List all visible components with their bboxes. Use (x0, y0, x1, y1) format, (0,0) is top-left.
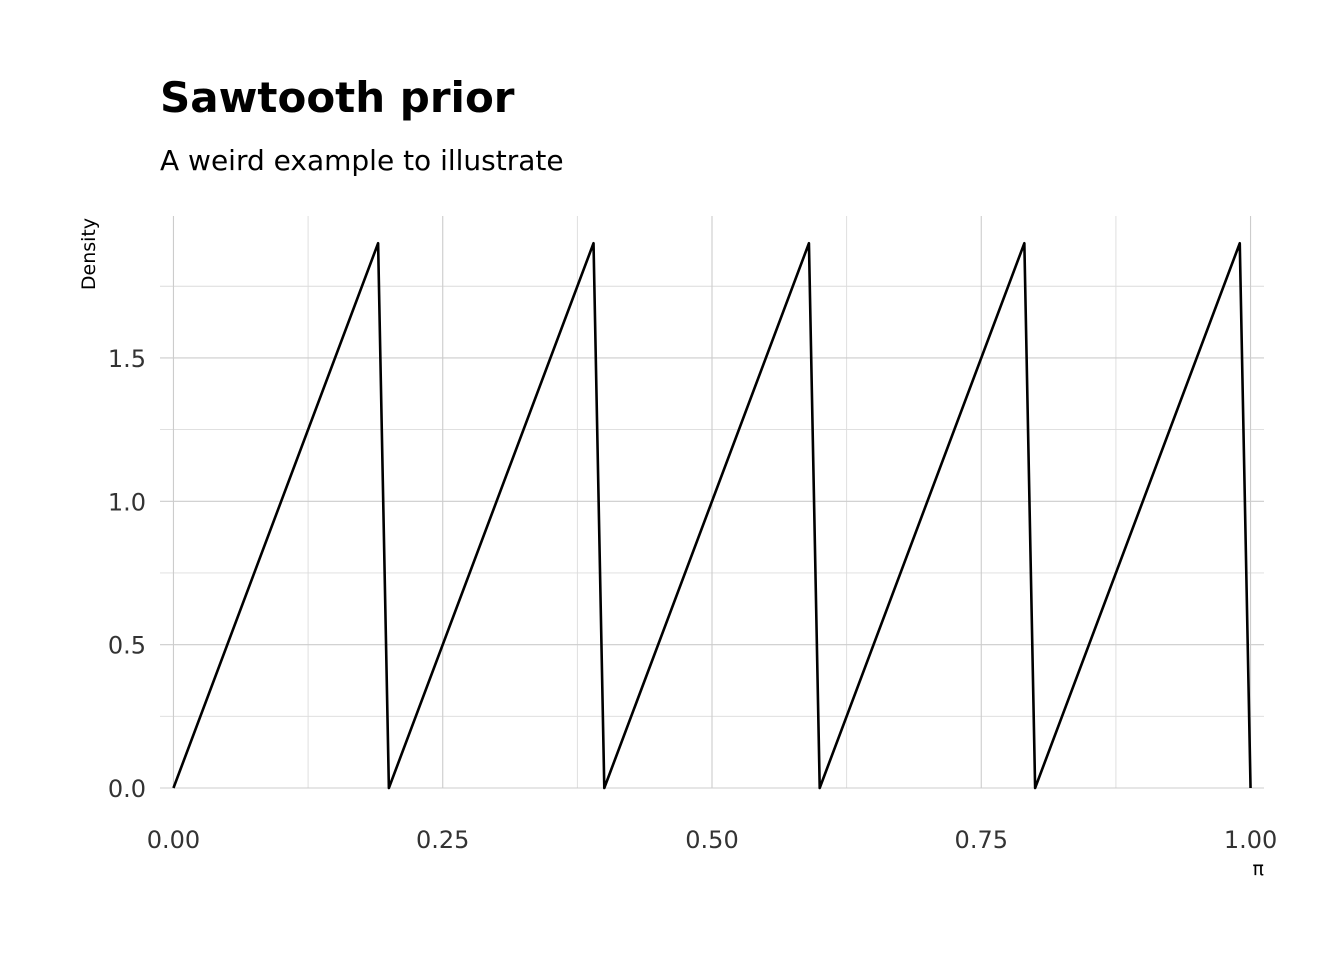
x-axis-ticks: 0.00 0.25 0.50 0.75 1.00 (147, 826, 1278, 854)
y-tick-label: 0.5 (108, 632, 146, 660)
x-tick-label: 0.50 (685, 826, 738, 854)
y-axis-label: Density (78, 218, 100, 290)
chart-title: Sawtooth prior (160, 73, 515, 122)
major-gridlines (160, 216, 1264, 789)
y-axis-ticks: 0.0 0.5 1.0 1.5 (108, 345, 146, 803)
y-tick-label: 0.0 (108, 775, 146, 803)
y-tick-label: 1.5 (108, 345, 146, 373)
x-tick-label: 1.00 (1224, 826, 1277, 854)
x-tick-label: 0.75 (955, 826, 1008, 854)
x-tick-label: 0.00 (147, 826, 200, 854)
y-tick-label: 1.0 (108, 488, 146, 516)
chart-subtitle: A weird example to illustrate (160, 144, 564, 177)
x-axis-label: π (1253, 858, 1264, 880)
sawtooth-line (172, 241, 1252, 790)
x-tick-label: 0.25 (416, 826, 469, 854)
